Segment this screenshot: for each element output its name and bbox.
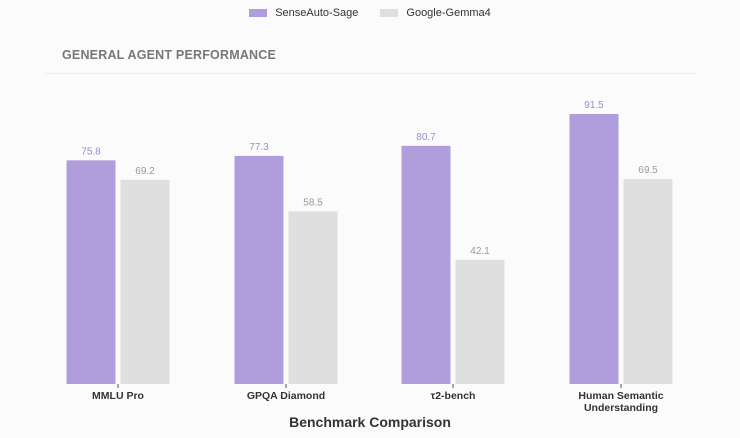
legend-item-senseauto-sage[interactable]: SenseAuto-Sage xyxy=(249,7,358,19)
bar-senseauto-sage xyxy=(234,155,284,384)
legend-item-google-gemma4[interactable]: Google-Gemma4 xyxy=(380,7,491,19)
data-label: 75.8 xyxy=(81,146,101,157)
legend-swatch xyxy=(249,9,268,17)
bar-google-gemma4 xyxy=(455,259,505,384)
bar-senseauto-sage xyxy=(66,160,116,384)
bar-senseauto-sage xyxy=(569,114,619,384)
data-label: 80.7 xyxy=(416,132,436,143)
data-label: 91.5 xyxy=(584,100,604,111)
x-tick-label: MMLU Pro xyxy=(92,390,144,402)
chart-title: GENERAL AGENT PERFORMANCE xyxy=(62,48,277,62)
bar-google-gemma4 xyxy=(120,179,170,384)
divider xyxy=(44,73,696,74)
x-tick-label: Human Semantic xyxy=(578,390,663,402)
bar-google-gemma4 xyxy=(288,211,338,384)
legend: SenseAuto-Sage Google-Gemma4 xyxy=(0,7,740,19)
data-label: 58.5 xyxy=(303,197,323,208)
x-tick-label: Understanding xyxy=(584,402,658,414)
x-tick-label: τ2-bench xyxy=(431,390,476,402)
legend-label: Google-Gemma4 xyxy=(406,7,491,19)
data-label: 42.1 xyxy=(470,246,490,257)
bar-google-gemma4 xyxy=(623,178,673,384)
bar-senseauto-sage xyxy=(401,145,451,384)
legend-swatch xyxy=(380,9,399,17)
data-label: 77.3 xyxy=(249,142,269,153)
data-label: 69.2 xyxy=(135,166,155,177)
x-axis-title: Benchmark Comparison xyxy=(289,414,451,430)
legend-label: SenseAuto-Sage xyxy=(275,7,359,19)
x-tick-label: GPQA Diamond xyxy=(247,390,325,402)
data-label: 69.5 xyxy=(638,165,658,176)
